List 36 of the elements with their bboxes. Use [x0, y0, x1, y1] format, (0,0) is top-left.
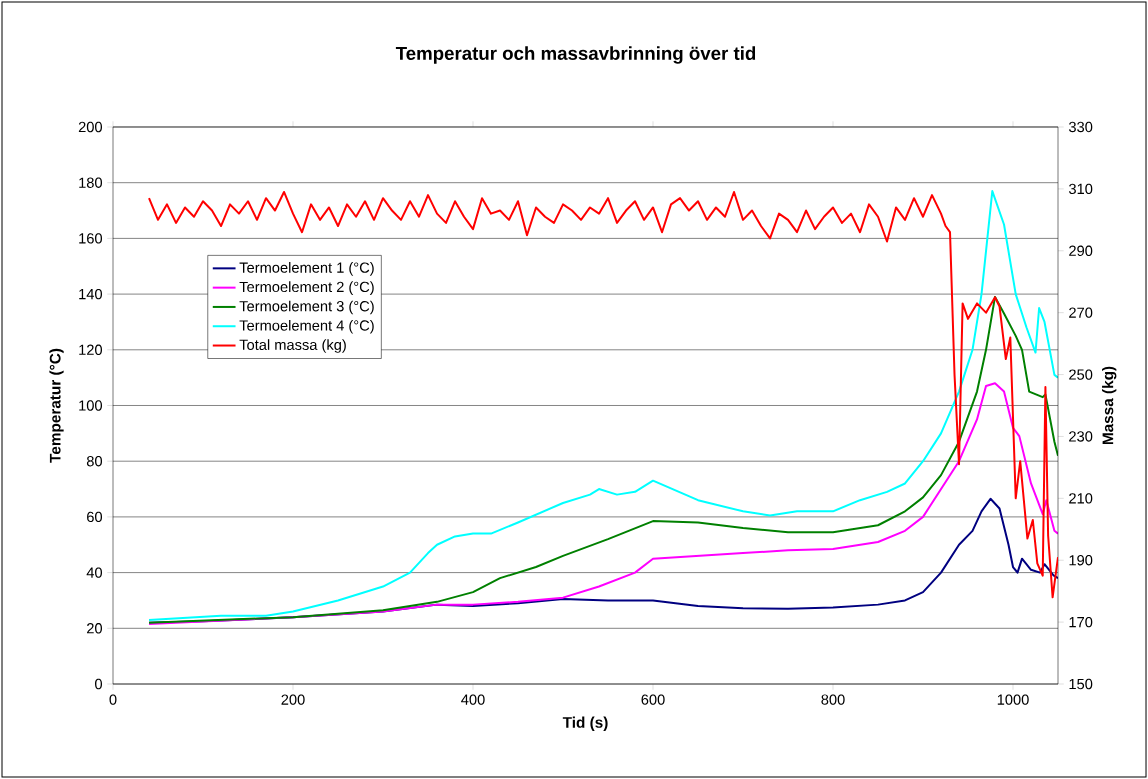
- y-tick-label: 0: [95, 678, 103, 690]
- legend-label: Termoelement 3 (°C): [239, 300, 374, 315]
- y-tick-label: 160: [79, 233, 103, 244]
- y-tick-label: 40: [86, 567, 103, 578]
- y-tick-label: 60: [87, 511, 103, 523]
- y2-tick-label: 150: [1069, 678, 1093, 690]
- x-tick-label: 800: [821, 694, 845, 705]
- y2-tick-label: 250: [1069, 369, 1093, 380]
- legend-label: Total massa (kg): [239, 339, 346, 353]
- y-tick-label: 20: [87, 623, 103, 634]
- y-tick-label: 200: [78, 121, 103, 133]
- x-tick-label: 0: [109, 694, 117, 705]
- x-tick-label: 400: [461, 694, 485, 705]
- y-axis-title: Temperatur (°C): [49, 348, 64, 463]
- x-tick-label: 200: [281, 694, 305, 705]
- y2-tick-label: 170: [1069, 616, 1093, 628]
- y-tick-label: 180: [79, 177, 103, 188]
- y2-tick-label: 230: [1069, 431, 1093, 442]
- chart-title: Temperatur och massavbrinning över tid: [395, 46, 756, 64]
- legend-label: Termoelement 4 (°C): [239, 319, 374, 334]
- y2-tick-label: 310: [1068, 183, 1093, 195]
- y-tick-label: 100: [79, 400, 103, 411]
- x-tick-label: 600: [641, 694, 665, 705]
- y2-tick-label: 290: [1069, 245, 1093, 256]
- x-tick-label: 1000: [997, 694, 1029, 705]
- y2-tick-label: 270: [1069, 307, 1093, 318]
- y2-tick-label: 210: [1069, 493, 1093, 504]
- y-tick-label: 140: [79, 288, 103, 300]
- y-tick-label: 80: [86, 456, 103, 467]
- y-tick-label: 120: [79, 344, 103, 355]
- y2-tick-label: 330: [1068, 121, 1093, 133]
- x-axis-title: Tid (s): [562, 716, 608, 731]
- legend-label: Termoelement 1 (°C): [239, 262, 374, 276]
- y2-axis-title: Massa (kg): [1102, 366, 1117, 445]
- legend-label: Termoelement 2 (°C): [239, 281, 374, 295]
- y2-tick-label: 190: [1069, 555, 1093, 566]
